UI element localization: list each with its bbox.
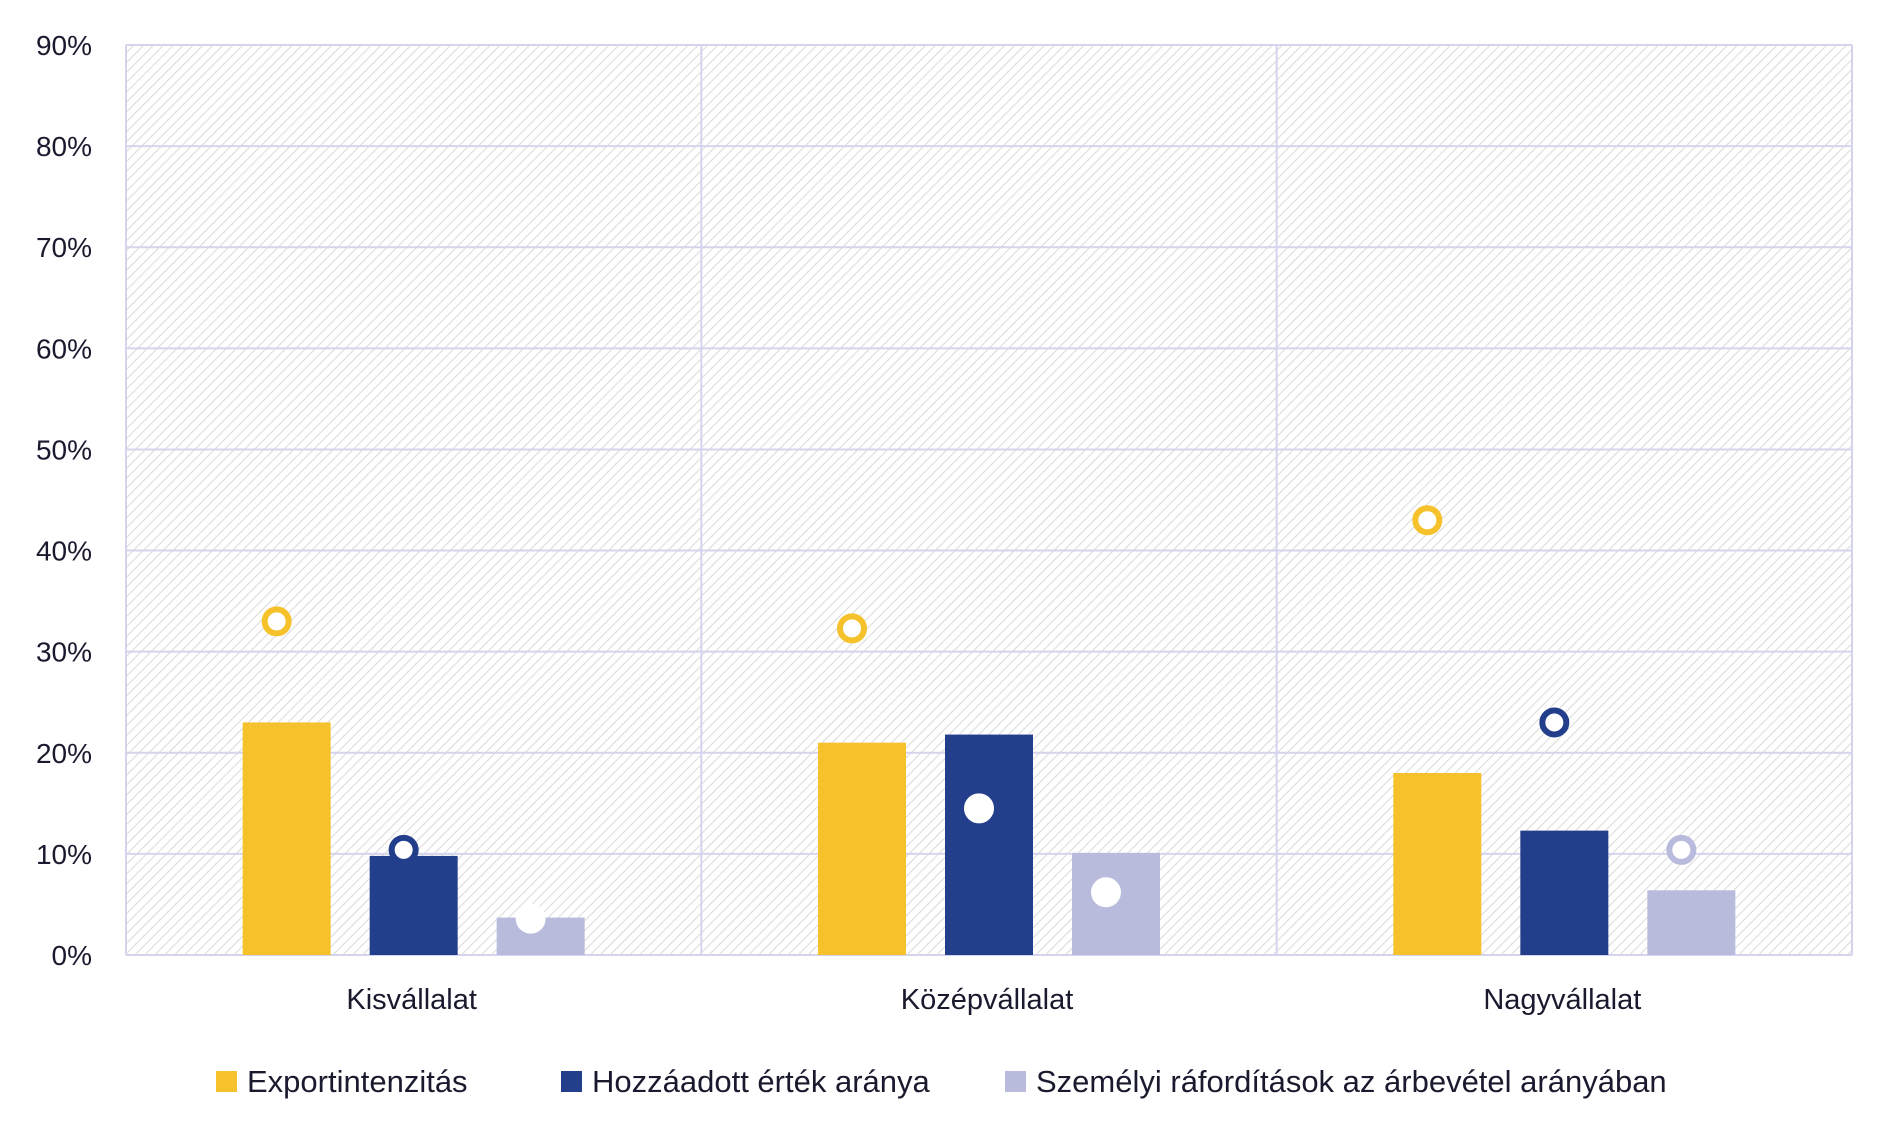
marker-2-2 <box>1666 834 1697 865</box>
bar-1-1 <box>945 734 1033 955</box>
bar-2-0 <box>1393 773 1482 955</box>
y-tick-label: 50% <box>36 434 92 465</box>
y-tick-label: 90% <box>36 30 92 61</box>
bar-0-1 <box>369 855 458 955</box>
bar-2-1 <box>1520 830 1609 955</box>
legend-swatch-2 <box>1005 1071 1026 1092</box>
marker-1-1 <box>964 793 994 824</box>
y-tick-label: 20% <box>36 738 92 769</box>
marker-1-0 <box>837 613 867 644</box>
marker-2-1 <box>1539 707 1570 738</box>
bar-2-2 <box>1647 890 1736 955</box>
legend-swatch-1 <box>561 1071 582 1092</box>
legend-label: Hozzáadott érték aránya <box>592 1064 931 1099</box>
marker-1-2 <box>1091 877 1121 908</box>
y-tick-label: 10% <box>36 839 92 870</box>
y-tick-label: 70% <box>36 232 92 263</box>
category-label: Középvállalat <box>901 984 1074 1016</box>
bar-1-0 <box>818 742 906 955</box>
bar-1-2 <box>1072 852 1160 955</box>
y-tick-label: 30% <box>36 637 92 668</box>
y-tick-label: 0% <box>52 940 92 971</box>
marker-0-2 <box>515 903 546 934</box>
marker-0-1 <box>388 834 419 865</box>
category-label: Kisvállalat <box>346 984 477 1016</box>
legend-label: Exportintenzitás <box>247 1064 468 1099</box>
legend-swatch-0 <box>216 1071 237 1092</box>
category-labels: Kisvállalat Középvállalat Nagyvállalat <box>346 984 1641 1016</box>
marker-0-0 <box>261 606 292 637</box>
y-tick-label: 60% <box>36 333 92 364</box>
y-tick-label: 40% <box>36 536 92 567</box>
bar-0-0 <box>242 722 331 955</box>
y-axis-ticks: 0% 10% 20% 30% 40% 50% 60% 70% 80% 90% <box>36 30 92 971</box>
category-label: Nagyvállalat <box>1483 984 1641 1016</box>
legend-label: Személyi ráfordítások az árbevétel arány… <box>1036 1064 1667 1099</box>
legend: Exportintenzitás Hozzáadott érték aránya S… <box>216 1064 1667 1099</box>
marker-2-0 <box>1412 505 1443 536</box>
bars <box>242 722 1736 955</box>
markers <box>261 505 1697 934</box>
y-tick-label: 80% <box>36 131 92 162</box>
